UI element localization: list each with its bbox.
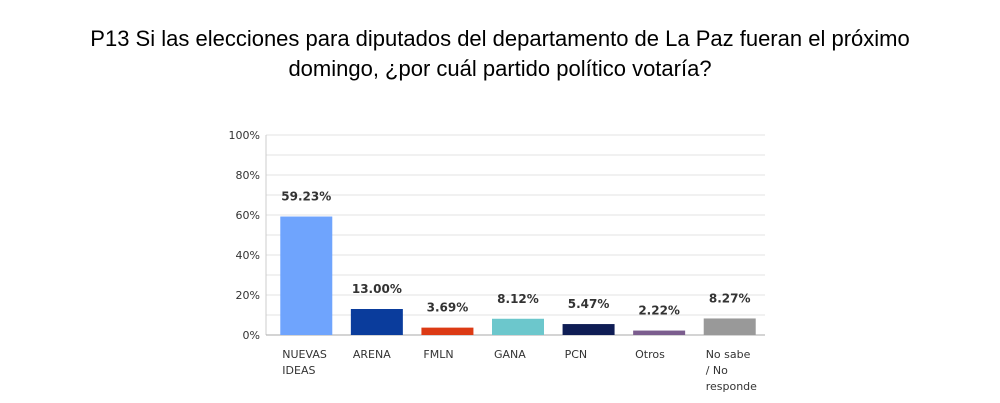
x-tick-label: PCN bbox=[565, 348, 588, 361]
x-tick-label: Otros bbox=[635, 348, 665, 361]
bar bbox=[421, 327, 474, 335]
gridlines bbox=[266, 134, 765, 316]
data-label: 8.27% bbox=[709, 291, 751, 305]
chart-title-line-2: domingo, ¿por cuál partido político vota… bbox=[288, 56, 712, 81]
x-tick-label: FMLN bbox=[423, 348, 453, 361]
chart-title: P13 Si las elecciones para diputados del… bbox=[40, 24, 960, 84]
y-tick-label: 80% bbox=[236, 169, 260, 182]
y-tick-label: 100% bbox=[229, 129, 260, 142]
x-tick-label: ARENA bbox=[353, 348, 391, 361]
y-tick-label: 40% bbox=[236, 249, 260, 262]
data-label: 8.12% bbox=[497, 292, 539, 306]
data-label: 5.47% bbox=[568, 297, 610, 311]
chart-title-line-1: P13 Si las elecciones para diputados del… bbox=[90, 26, 910, 51]
bar bbox=[562, 324, 615, 335]
data-label: 59.23% bbox=[281, 190, 331, 204]
x-tick-labels: NUEVAS IDEAS ARENA FMLN GANA PCN Otros No sabe /… bbox=[282, 348, 757, 393]
data-label: 2.22% bbox=[638, 304, 680, 318]
bar bbox=[633, 330, 686, 335]
data-labels: 59.23% 13.00% 3.69% 8.12% 5.47% 2.22% 8.27% bbox=[281, 190, 750, 318]
y-tick-labels: 0% 20% 40% 60% 80% 100% bbox=[229, 129, 260, 342]
bars bbox=[280, 216, 756, 335]
bar bbox=[280, 216, 333, 335]
y-tick-label: 20% bbox=[236, 289, 260, 302]
x-tick-label: No sabe / No responde bbox=[706, 348, 757, 393]
bar bbox=[703, 318, 756, 335]
y-tick-label: 60% bbox=[236, 209, 260, 222]
bar bbox=[492, 318, 544, 335]
data-label: 13.00% bbox=[352, 282, 402, 296]
data-label: 3.69% bbox=[427, 301, 469, 315]
bar bbox=[350, 309, 403, 335]
x-tick-label: GANA bbox=[494, 348, 526, 361]
y-tick-label: 0% bbox=[243, 329, 260, 342]
x-tick-label: NUEVAS IDEAS bbox=[282, 348, 327, 377]
